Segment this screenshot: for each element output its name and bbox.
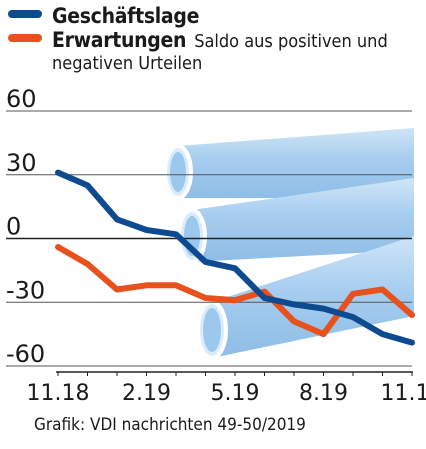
y-tick-label: 60 [6,85,37,113]
x-tick-label: 8.19 [299,381,348,406]
pipe [196,236,414,360]
x-tick-label: 11.19 [381,381,426,406]
legend-swatch-series1 [8,10,42,18]
pipe-inner [203,308,221,352]
y-axis-labels: 60 30 0 -30 -60 [6,85,45,368]
pipe-body [178,128,414,198]
series-line-2 [55,244,415,338]
legend-item-series1: Geschäftslage [8,4,418,28]
pipe-body [212,236,414,358]
x-axis: 11.18 2.19 5.19 8.19 11.19 [27,371,426,406]
x-tick-label: 5.19 [211,381,260,406]
source-note: Grafik: VDI nachrichten 49-50/2019 [34,415,306,435]
legend-note-cont: negativen Urteilen [52,53,203,74]
grid-lines [6,110,412,367]
legend: Geschäftslage Erwartungen Saldo aus posi… [8,4,418,76]
series-line-1 [55,169,415,346]
legend-item-series2: Erwartungen Saldo aus positiven und [8,28,418,52]
series-lines [55,169,415,346]
pipes-illustration [163,128,414,360]
legend-label-series2: Erwartungen [52,28,187,52]
legend-note: Saldo aus positiven und [194,31,388,52]
y-tick-label: -60 [6,340,45,368]
pipe [163,128,414,200]
pipe-body [192,178,414,262]
x-tick-label: 11.18 [27,381,90,406]
y-tick-label: 30 [6,149,37,177]
legend-label-series1: Geschäftslage [52,4,200,28]
x-tick-label: 2.19 [122,381,171,406]
y-tick-label: -30 [6,276,45,304]
y-tick-label: 0 [6,213,21,241]
legend-swatch-series2 [8,34,42,42]
pipe-inner [170,152,186,192]
